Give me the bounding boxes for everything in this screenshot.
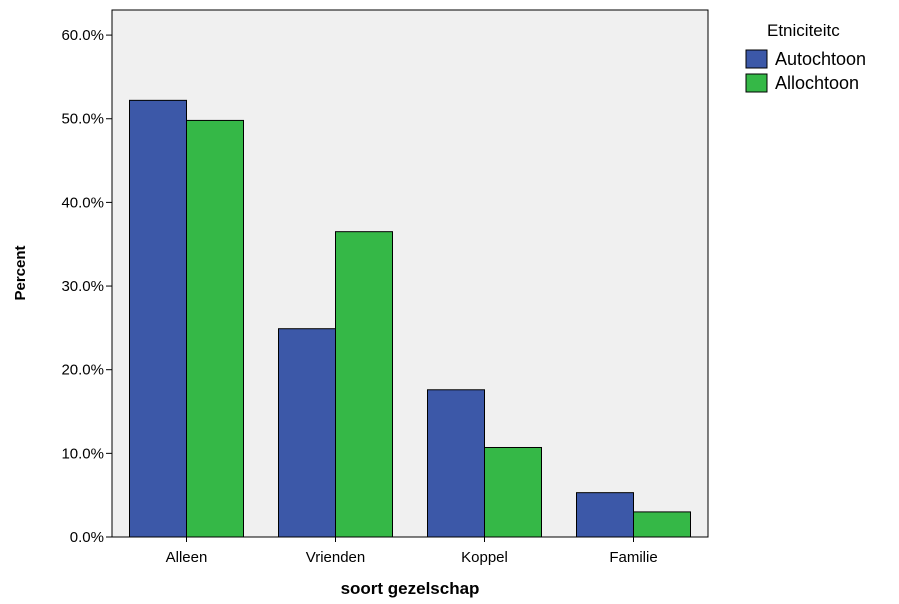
bar-autochtoon-alleen	[129, 99, 187, 538]
y-tick-label: 0.0%	[70, 529, 104, 546]
x-tick-label: Alleen	[166, 549, 208, 566]
x-tick-label: Familie	[609, 549, 657, 566]
legend-label-allochtoon: Allochtoon	[775, 73, 859, 93]
bar-autochtoon-familie	[576, 492, 634, 538]
bars-layer	[129, 99, 691, 538]
y-tick-label: 10.0%	[61, 445, 104, 462]
bar-autochtoon-koppel	[427, 389, 485, 538]
legend-title: Etniciteitc	[767, 21, 840, 40]
legend-label-autochtoon: Autochtoon	[775, 49, 866, 69]
y-tick-label: 40.0%	[61, 194, 104, 211]
bar-autochtoon-vrienden	[278, 328, 336, 538]
x-tick-label: Koppel	[461, 549, 508, 566]
x-axis-title: soort gezelschap	[341, 579, 480, 598]
x-tick-label: Vrienden	[306, 549, 366, 566]
y-tick-label: 30.0%	[61, 278, 104, 295]
legend-swatch-autochtoon	[745, 49, 768, 69]
y-tick-label: 60.0%	[61, 27, 104, 44]
legend: Etniciteitc Autochtoon Allochtoon	[745, 21, 866, 93]
y-axis-title: Percent	[12, 245, 29, 300]
bar-allochtoon-koppel	[484, 446, 542, 538]
bar-allochtoon-familie	[633, 511, 691, 538]
bar-allochtoon-alleen	[186, 119, 244, 538]
y-tick-label: 50.0%	[61, 111, 104, 128]
legend-swatch-allochtoon	[745, 73, 768, 93]
bar-allochtoon-vrienden	[335, 231, 393, 538]
y-tick-label: 20.0%	[61, 362, 104, 379]
axis-layer: Alleen Vrienden Koppel Familie 0.0% 10.0% 20.0…	[61, 27, 657, 566]
